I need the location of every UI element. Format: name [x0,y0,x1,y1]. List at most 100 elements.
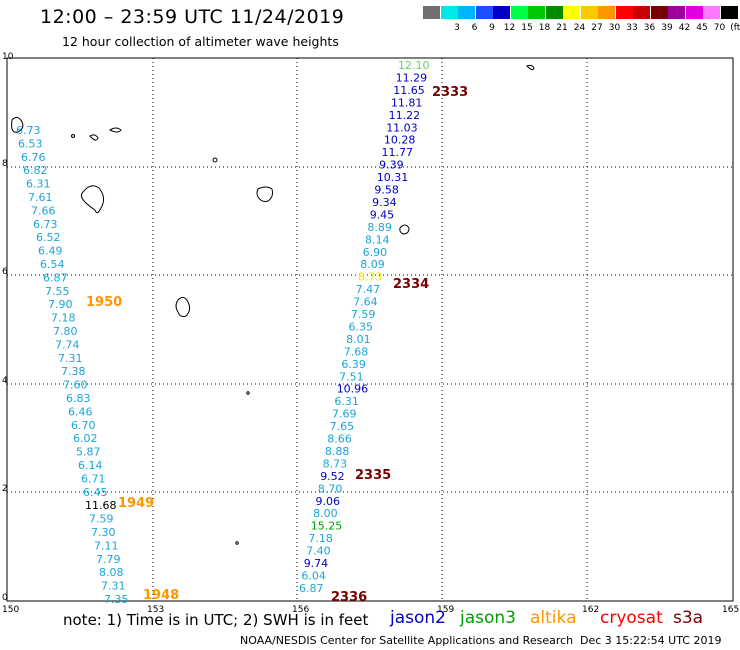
island-10 [399,224,410,235]
swh-value: 7.55 [45,285,70,298]
swh-value: 6.46 [68,405,93,418]
island-7 [256,186,273,202]
scale-swatch [633,6,650,19]
y-tick-label: 6 [2,267,8,277]
island-8 [175,296,191,317]
swh-value: 7.90 [48,298,73,311]
swh-value: 12.10 [398,59,430,72]
x-tick-label: 165 [722,605,739,615]
swh-value: 8.01 [346,333,371,346]
swh-value: 7.79 [96,553,121,566]
swh-value: 7.18 [51,312,76,325]
swh-value: 7.80 [53,325,78,338]
scale-label: 15 [521,23,533,33]
swh-value: 8.14 [365,233,390,246]
swh-value: 6.14 [78,459,103,472]
scale-swatch [440,6,458,19]
scale-swatch [685,6,703,19]
swh-value: 6.70 [71,419,96,432]
swh-value: 6.31 [26,178,51,191]
y-tick-label: 2 [2,484,8,494]
swh-value: 8.70 [318,482,343,495]
y-tick-label: 4 [2,376,8,386]
swh-value: 8.00 [313,507,338,520]
pass-time-label: 1949 [118,496,154,511]
island-12 [235,541,239,545]
satellite-jason3: jason3 [460,608,516,628]
swh-value: 7.31 [58,352,83,365]
island-5 [212,157,218,163]
swh-value: 8.89 [367,221,392,234]
scale-label: 3 [454,23,460,33]
swh-value: 11.68 [85,499,117,512]
satellite-jason2: jason2 [390,608,446,628]
swh-value: 7.59 [351,308,376,321]
island-3 [109,127,122,133]
scale-swatch [615,6,633,19]
scale-label: 12 [503,23,516,33]
swh-value: 7.47 [356,283,381,296]
y-axis-labels: 0 2 4 6 8 10 [2,52,14,603]
scale-label: 70 [713,23,726,33]
y-tick-label: 0 [2,593,8,603]
scale-swatch [493,6,510,19]
pass-time-label: 2333 [432,85,468,100]
scale-swatch [510,6,528,19]
scale-swatch [458,6,475,19]
map-frame [6,57,734,602]
swh-value: 6.04 [301,569,326,582]
swh-value: 11.03 [386,121,418,134]
swh-value: 11.77 [382,146,414,159]
swh-value: 11.29 [396,71,428,84]
swh-value: 6.87 [43,271,68,284]
island-outlines [11,64,535,545]
island-11 [246,391,250,395]
swh-value: 7.69 [332,408,357,421]
swh-value: 7.38 [61,365,86,378]
swh-value: 10.96 [337,383,369,396]
swh-value: 6.39 [341,358,366,371]
scale-label: 42 [678,23,691,33]
x-tick-label: 159 [437,605,454,615]
island-6 [80,185,105,214]
swh-value: 10.28 [384,134,416,147]
swh-value: 15.25 [311,520,343,533]
x-tick-label: 162 [582,605,599,615]
swh-value: 11.81 [391,96,423,109]
swh-value: 6.82 [23,164,48,177]
swh-value: 6.73 [16,124,41,137]
swh-value: 9.58 [374,184,399,197]
swh-value: 7.35 [104,593,129,606]
x-tick-label: 150 [2,605,19,615]
note-text: note: 1) Time is in UTC; 2) SWH is in fe… [63,611,369,629]
swh-value: 9.39 [379,159,404,172]
swh-value: 8.08 [99,566,124,579]
pass-time-label: 2336 [331,590,367,605]
scale-swatch [720,6,738,19]
satellite-s3a: s3a [673,608,704,628]
grid-lines [7,58,733,601]
swh-value: 8.09 [360,258,385,271]
swh-value: 9.52 [320,470,345,483]
swh-value: 6.02 [73,432,98,445]
swh-value: 8.73 [323,457,348,470]
swh-value: 6.71 [81,472,106,485]
satellite-cryosat: cryosat [600,608,663,628]
pass-time-label: 1948 [143,588,179,603]
scale-label: 6 [471,23,478,33]
map-title: 12:00 – 23:59 UTC 11/24/2019 [40,6,345,28]
map-subtitle: 12 hour collection of altimeter wave hei… [62,34,339,49]
scale-swatch [475,6,493,19]
credit-text: NOAA/NESDIS Center for Satellite Applica… [240,634,574,647]
datestamp-text: Dec 3 15:22:54 UTC 2019 [580,634,722,647]
swh-value: 10.31 [377,171,409,184]
scale-swatch [668,6,685,19]
swh-value: 6.87 [299,582,324,595]
scale-swatch [545,6,563,19]
swh-value: 7.61 [28,191,53,204]
scale-label: 39 [661,23,673,33]
scale-swatch [423,6,440,19]
island-9 [526,64,535,71]
swh-value: 9.34 [372,196,397,209]
scale-swatch [650,6,668,19]
